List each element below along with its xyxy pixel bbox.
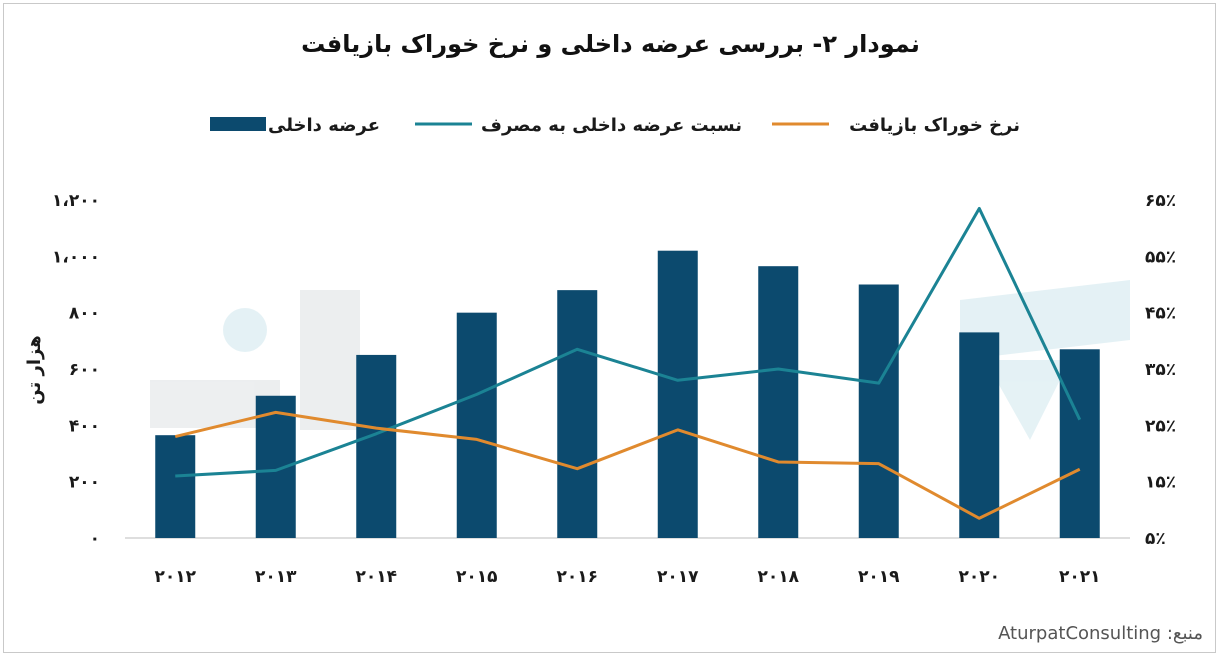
x-tick-label: ۲۰۱۹ [858,567,900,587]
lines [174,206,1082,520]
bar-2012 [155,435,196,538]
bar-2017 [657,250,698,538]
bar-2018 [758,266,799,538]
y-right-tick-label: ۵۵٪ [1145,247,1176,267]
legend-label-ratio: نسبت عرضه داخلی به مصرف [481,115,742,136]
y-left-tick-label: ۰ [90,529,100,549]
y-left-tick-label: ۶۰۰ [69,360,100,380]
watermark-logo [150,280,1130,440]
bar-2014 [356,354,397,538]
watermark-shape [985,360,1070,440]
watermark-shape [300,290,360,430]
line-ratio [175,206,1082,478]
legend-label-recycle: نرخ خوراک بازیافت [849,115,1020,136]
source-note: منبع: AturpatConsulting [998,623,1203,644]
bar-2020 [959,332,1000,538]
y-left-tick-label: ۴۰۰ [69,416,100,436]
watermark-shape [223,308,267,352]
x-tick-label: ۲۰۲۰ [958,567,1000,587]
y-left-tick-label: ۱،۲۰۰ [52,191,100,211]
y-right-tick-label: ۴۵٪ [1145,304,1176,324]
y-right-tick-label: ۵٪ [1145,529,1166,549]
chart-title: نمودار ۲- بررسی عرضه داخلی و نرخ خوراک ب… [301,30,920,58]
bars [155,250,1100,538]
bar-2021 [1059,349,1100,538]
bar-2016 [557,290,598,538]
y-left-tick-label: ۸۰۰ [69,304,100,324]
source-name: AturpatConsulting [998,623,1162,644]
x-tick-label: ۲۰۱۷ [657,567,699,587]
chart-frame [3,3,1216,653]
x-tick-label: ۲۰۱۲ [154,567,196,587]
bar-2019 [858,284,899,538]
y-right-tick-label: ۶۵٪ [1145,191,1176,211]
legend-label-supply: عرضه داخلی [268,115,380,136]
legend-swatch-bar [210,117,266,131]
legend: عرضه داخلی نسبت عرضه داخلی به مصرف نرخ خ… [210,115,1020,136]
x-tick-label: ۲۰۱۵ [456,567,498,587]
y-right-tick-label: ۱۵٪ [1145,473,1176,493]
x-tick-label: ۲۰۱۴ [355,567,397,587]
y-ticks-right: ۵٪ ۱۵٪ ۲۵٪ ۳۵٪ ۴۵٪ ۵۵٪ ۶۵٪ [1145,191,1176,549]
y-right-tick-label: ۲۵٪ [1145,416,1176,436]
line-recycle [174,410,1081,520]
y-axis-title: هزار تن [24,335,45,404]
x-tick-label: ۲۰۱۳ [255,567,297,587]
watermark-shape [960,280,1130,360]
y-left-tick-label: ۲۰۰ [69,473,100,493]
x-ticks: ۲۰۱۲ ۲۰۱۳ ۲۰۱۴ ۲۰۱۵ ۲۰۱۶ ۲۰۱۷ ۲۰۱۸ ۲۰۱۹ ۲۰۲۰ ۲۰۲۱ [154,567,1100,587]
x-tick-label: ۲۰۱۶ [556,567,598,587]
bar-2015 [456,312,497,538]
y-right-tick-label: ۳۵٪ [1145,360,1176,380]
y-ticks-left: ۰ ۲۰۰ ۴۰۰ ۶۰۰ ۸۰۰ ۱،۰۰۰ ۱،۲۰۰ [52,191,100,549]
y-left-tick-label: ۱،۰۰۰ [52,247,100,267]
source-label: منبع: [1166,623,1203,644]
x-tick-label: ۲۰۲۱ [1059,567,1101,587]
x-tick-label: ۲۰۱۸ [757,567,799,587]
